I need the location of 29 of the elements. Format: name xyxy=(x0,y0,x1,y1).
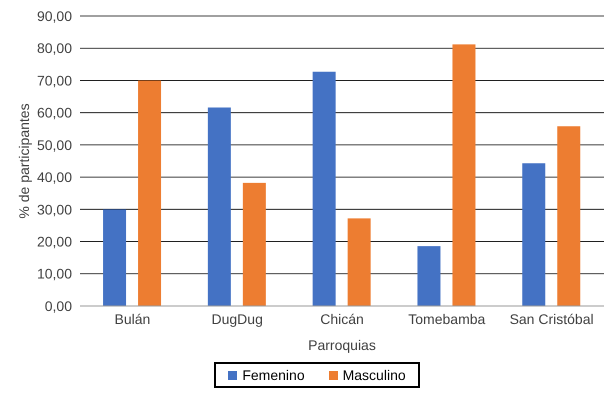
bar xyxy=(312,72,336,306)
bar xyxy=(103,209,126,306)
y-axis-title: % de participantes xyxy=(16,103,32,219)
y-tick-label: 30,00 xyxy=(36,201,72,218)
legend-label: Masculino xyxy=(342,367,406,383)
bar xyxy=(348,218,371,306)
bar xyxy=(522,163,546,306)
x-tick-label: DugDug xyxy=(212,310,263,327)
x-tick-label: San Cristóbal xyxy=(510,310,594,327)
y-tick-label: 40,00 xyxy=(36,169,72,186)
bar xyxy=(138,80,162,306)
x-axis-title: Parroquias xyxy=(308,337,376,353)
y-tick-label: 90,00 xyxy=(36,8,72,24)
y-tick-label: 50,00 xyxy=(36,136,72,153)
y-tick-label: 60,00 xyxy=(36,104,72,121)
legend-label: Femenino xyxy=(241,367,305,383)
y-tick-label: 80,00 xyxy=(36,40,72,56)
y-tick-label: 70,00 xyxy=(36,72,72,88)
bar xyxy=(417,246,440,306)
bar xyxy=(452,44,476,306)
x-tick-label: Tomebamba xyxy=(408,310,486,327)
x-tick-label: Bulán xyxy=(114,310,150,327)
x-tick-label: Chicán xyxy=(320,310,364,327)
bar xyxy=(557,126,580,306)
y-tick-label: 20,00 xyxy=(36,234,72,250)
bar xyxy=(208,108,231,306)
y-tick-label: 0,00 xyxy=(44,298,72,314)
bar xyxy=(242,182,266,306)
y-tick-label: 10,00 xyxy=(36,266,72,282)
